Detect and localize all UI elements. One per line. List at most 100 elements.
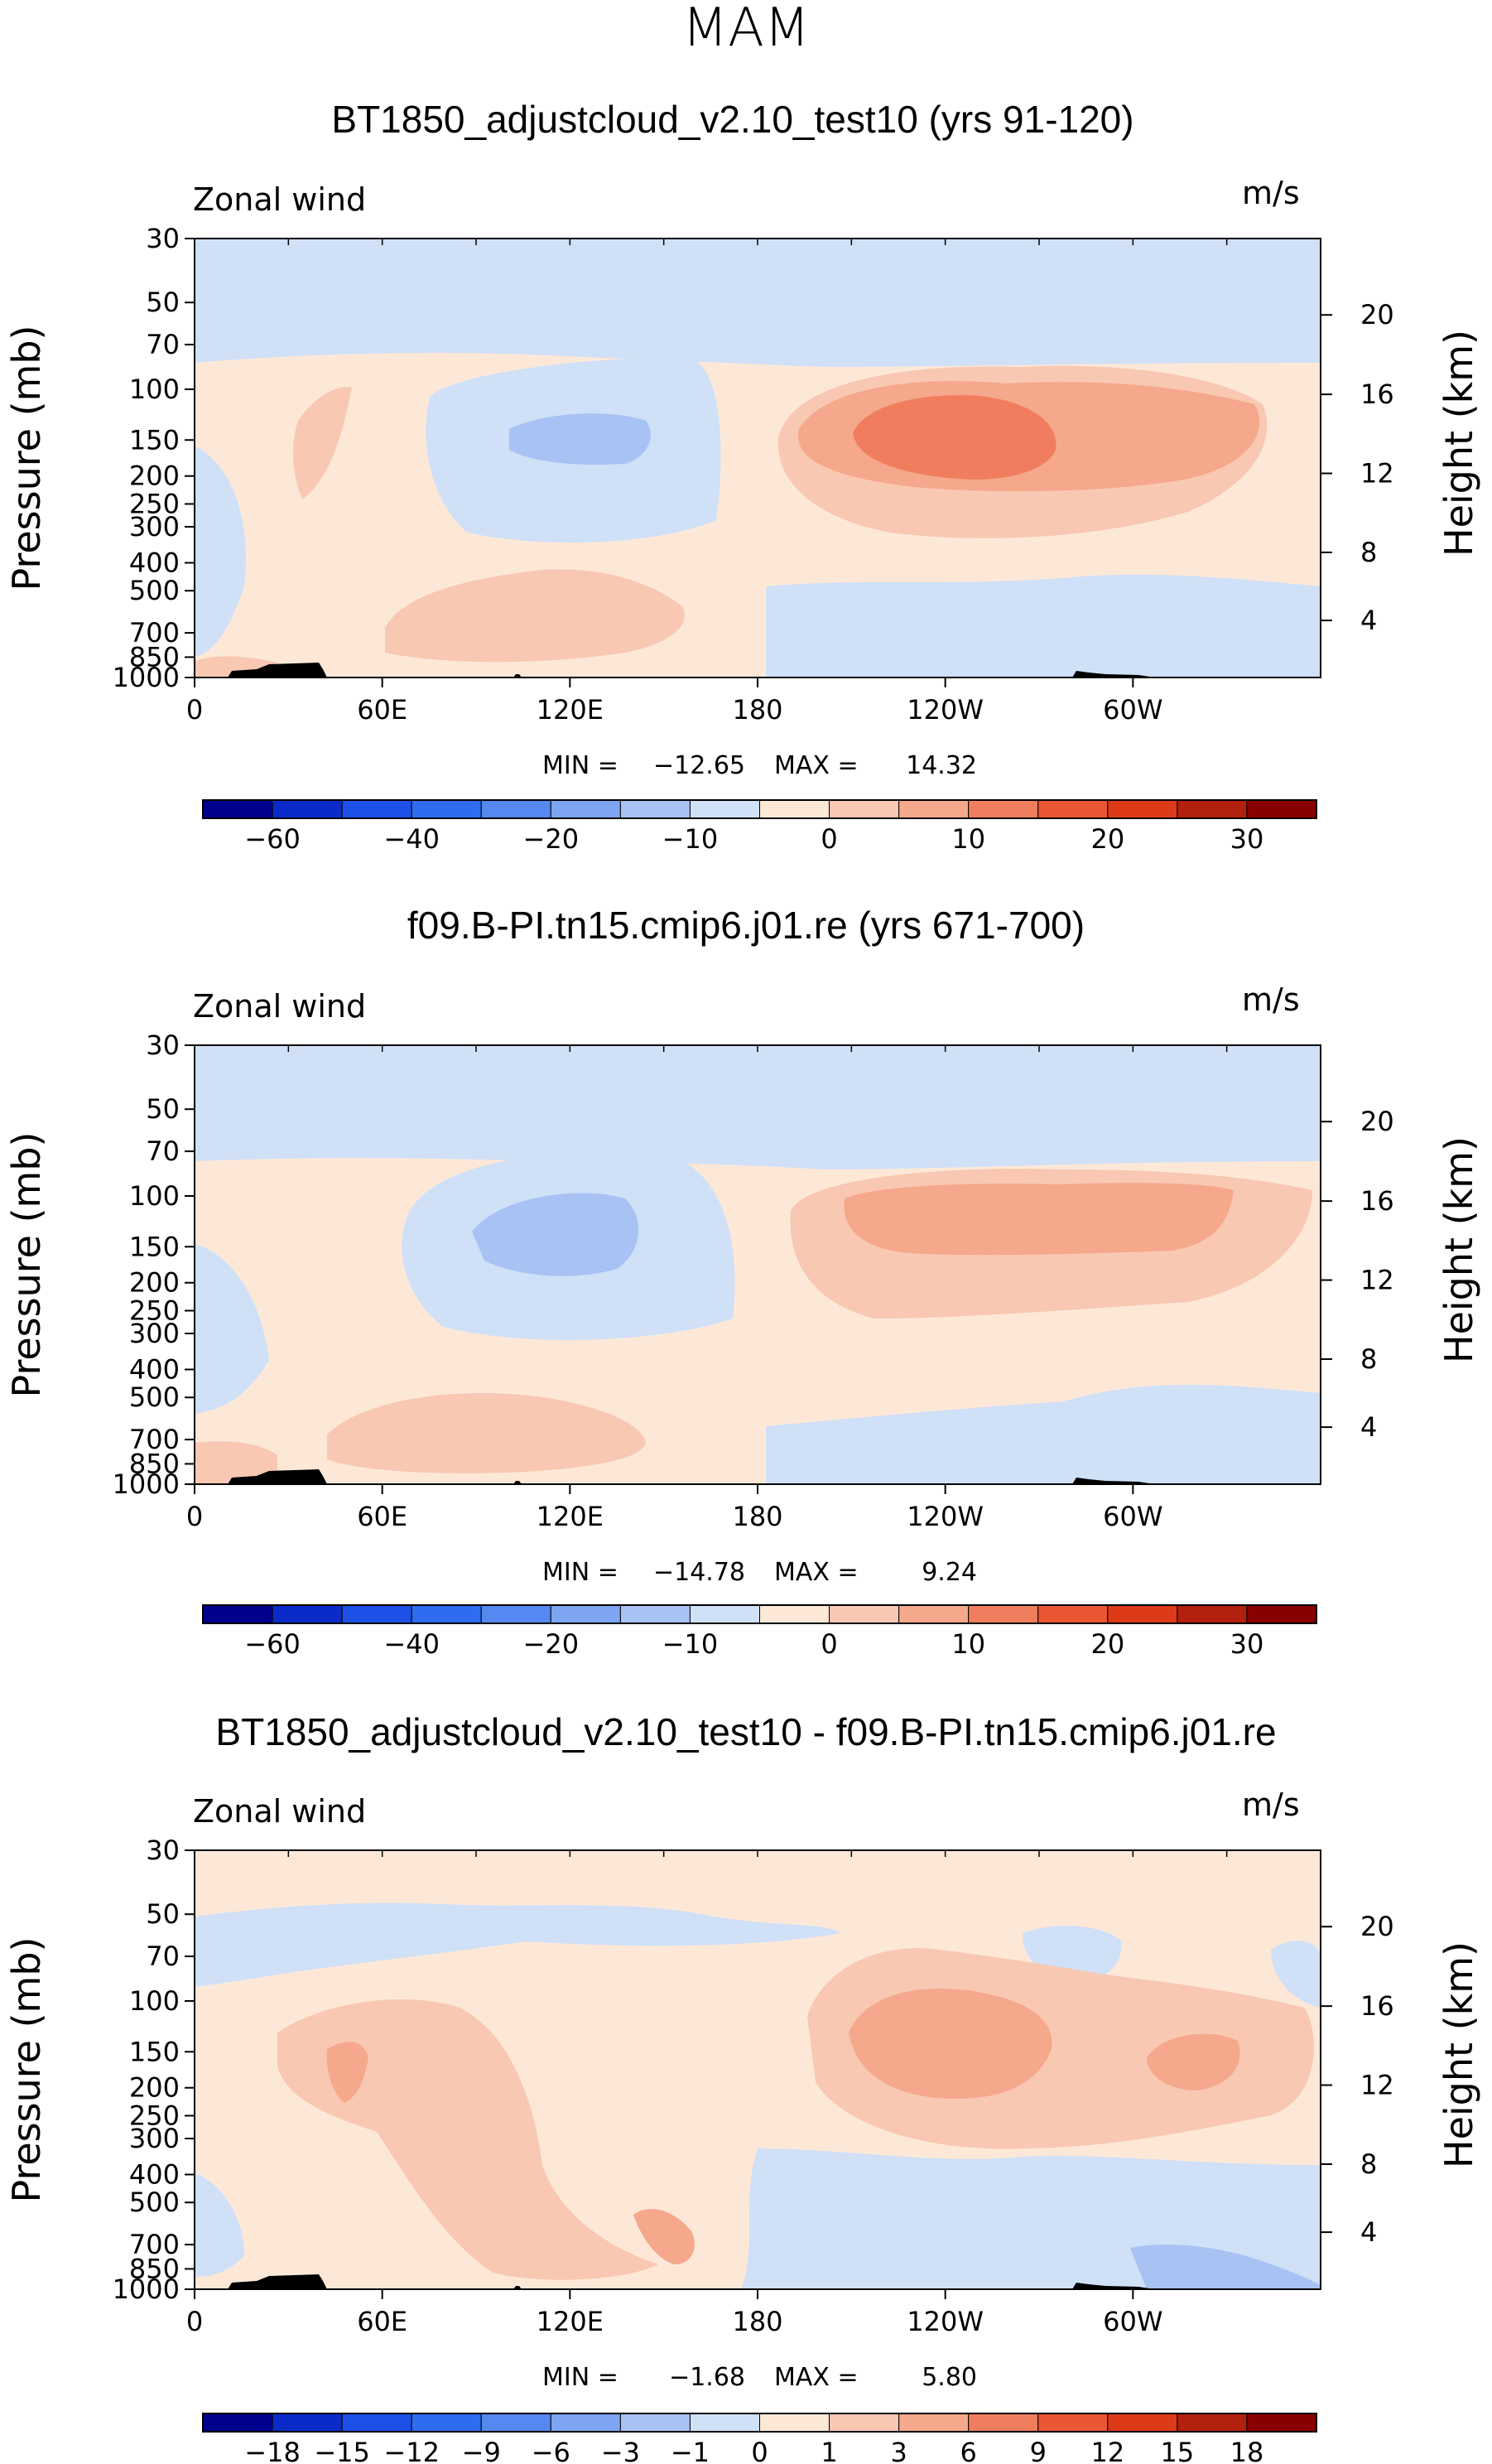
panel-1-max-label: MAX = [774,751,859,780]
panel-3-units-label: m/s [1242,1787,1300,1823]
colorbar-label: −15 [314,2437,370,2464]
panel-1-field-surface-negative-mid [766,574,1321,677]
y-tick-label: 500 [129,575,180,606]
colorbar-swatch [1177,1604,1248,1624]
y2-tick-label: 16 [1360,1990,1394,2022]
x-tick-label: 120W [907,1501,984,1532]
colorbar-swatch [1037,1604,1109,1624]
y-tick-label: 30 [146,223,180,254]
y-tick-label: 200 [129,2072,180,2104]
panel-1: BT1850_adjustcloud_v2.10_test10 (yrs 91-… [4,98,1481,855]
y-tick-label: 850 [129,2253,180,2284]
colorbar-swatch [411,2413,482,2433]
y-tick-label: 50 [146,287,180,318]
panel-1-colorbar: −60 −40 −20 −10 0 10 20 30 [202,799,1317,855]
y-tick-label: 30 [146,1835,180,1866]
panel-3-field-strat-negative [195,1902,840,1987]
panel-3-y2label: Height (km) [1437,1941,1481,2168]
y-tick-label: 300 [129,2123,180,2154]
colorbar-swatch [550,1604,621,1624]
x-tick-label: 0 [186,694,203,726]
x-tick-label: 60E [357,694,407,726]
y2-tick-label: 8 [1360,2148,1377,2180]
y-tick-label: 200 [129,1267,180,1299]
colorbar-label: −60 [244,1628,301,1660]
panel-2-variable-label: Zonal wind [193,988,366,1025]
panel-3-max-label: MAX = [774,2363,859,2392]
y-tick-label: 250 [129,2100,180,2131]
y-tick-label: 250 [129,1295,180,1326]
colorbar-label: 0 [821,823,837,855]
y2-tick-label: 16 [1360,379,1394,410]
colorbar-swatch [1107,1604,1178,1624]
x-tick-label: 0 [186,1501,203,1532]
colorbar-swatch [480,2413,551,2433]
y2-tick-label: 20 [1360,299,1394,330]
y-tick-label: 150 [129,2036,180,2067]
colorbar-swatch [1107,2413,1178,2433]
panel-2-field-west-negative [195,1244,269,1414]
x-tick-label: 60W [1103,694,1162,726]
y-tick-label: 100 [129,1985,180,2017]
colorbar-label: 0 [751,2437,768,2464]
colorbar-swatch [1037,799,1109,819]
y2-tick-label: 12 [1360,1265,1394,1296]
colorbar-label: −1 [671,2437,710,2464]
colorbar-swatch [1037,2413,1109,2433]
panel-1-variable-label: Zonal wind [193,181,366,218]
panel-3-ylabel: Pressure (mb) [4,1937,49,2203]
y-tick-label: 50 [146,1093,180,1125]
panel-3-min-label: MIN = [542,2363,618,2392]
y-tick-label: 700 [129,2229,180,2260]
panel-2-ylabel: Pressure (mb) [4,1132,49,1398]
y-tick-label: 50 [146,1898,180,1930]
colorbar-swatch [480,799,551,819]
colorbar-label: −6 [532,2437,570,2464]
colorbar-label: 1 [821,2437,837,2464]
panel-3-title: BT1850_adjustcloud_v2.10_test10 - f09.B-… [215,1710,1276,1753]
panel-1-topography [228,663,1155,677]
y2-tick-label: 20 [1360,1106,1394,1137]
colorbar-label: 6 [960,2437,977,2464]
y-tick-label: 400 [129,1354,180,1386]
y-tick-label: 300 [129,511,180,542]
colorbar-swatch [1246,2413,1317,2433]
colorbar-label: 12 [1090,2437,1124,2464]
y-tick-label: 400 [129,2159,180,2191]
y-tick-label: 700 [129,1424,180,1455]
y2-tick-label: 4 [1360,1411,1377,1443]
colorbar-label: 15 [1161,2437,1195,2464]
y2-tick-label: 12 [1360,458,1394,489]
colorbar-swatch [968,1604,1039,1624]
panel-1-units-label: m/s [1242,175,1300,211]
colorbar-swatch [1177,799,1248,819]
colorbar-swatch [272,799,343,819]
colorbar-swatch [898,2413,970,2433]
panel-1-y2label: Height (km) [1437,330,1481,557]
colorbar-swatch [689,799,760,819]
colorbar-label: −20 [523,823,580,855]
colorbar-swatch [759,799,830,819]
panel-1-field-surface-positive [385,569,685,663]
colorbar-swatch [411,799,482,819]
panel-3-plot-area [195,1850,1321,2289]
colorbar-label: −18 [244,2437,301,2464]
panel-3-field-positive-west [277,1999,658,2280]
colorbar-swatch [829,799,900,819]
colorbar-swatch [759,2413,830,2433]
panel-1-ylabel: Pressure (mb) [4,325,49,591]
colorbar-swatch [550,799,621,819]
panel-3-field-surface-negative-west [195,2173,244,2277]
y-tick-label: 70 [146,1941,180,1972]
y-tick-label: 70 [146,1136,180,1167]
colorbar-label: −3 [601,2437,640,2464]
panel-3-field-central-positive-core [849,1989,1052,2099]
colorbar-label: 30 [1230,1628,1264,1660]
colorbar-swatch [202,1604,273,1624]
panel-3-topography [228,2274,1155,2289]
y-tick-label: 200 [129,460,180,492]
x-tick-label: 60E [357,1501,407,1532]
colorbar-swatch [1246,799,1317,819]
